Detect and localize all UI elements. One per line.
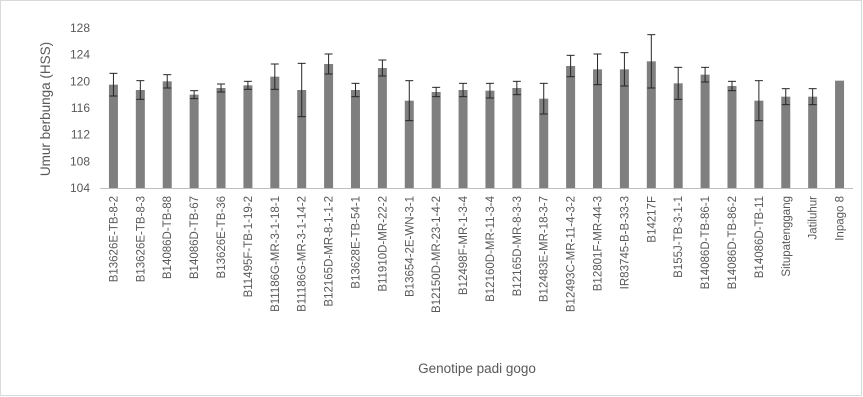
bar bbox=[135, 90, 145, 188]
bar bbox=[593, 69, 603, 188]
x-tick-label: B14086D-TB-86-2 bbox=[727, 196, 739, 289]
x-tick-label: B13626E-TB-36 bbox=[216, 196, 228, 278]
y-axis-title: Umur berbunga (HSS) bbox=[38, 42, 53, 176]
x-tick-label: Jatiluhur bbox=[808, 196, 820, 240]
bar bbox=[350, 90, 360, 188]
x-tick-label: Situpatenggang bbox=[781, 196, 793, 277]
x-tick-label: B11495F-TB-1-19-2 bbox=[243, 196, 255, 297]
x-tick-label: B155J-TB-3-1-1 bbox=[673, 196, 685, 278]
bar bbox=[270, 76, 280, 188]
bar bbox=[324, 64, 334, 188]
y-tick-label: 128 bbox=[70, 21, 90, 35]
bar bbox=[216, 88, 226, 188]
x-tick-label: B14217F bbox=[646, 196, 658, 243]
y-tick-label: 116 bbox=[71, 101, 90, 115]
x-tick-label: B13654-2E-WN-3-1 bbox=[404, 196, 416, 297]
x-tick-label: IR83745-B-B-33-3 bbox=[619, 196, 631, 289]
x-tick-label: B13626E-TB-8-3 bbox=[135, 196, 147, 282]
bar bbox=[404, 100, 414, 188]
bar bbox=[108, 84, 118, 188]
x-axis: B13626E-TB-8-2 B13626E-TB-8-3 B14086D-TB-8… bbox=[100, 188, 853, 313]
x-tick-label: B12498F-MR-1-3-4 bbox=[458, 195, 470, 295]
x-tick-label: B12483E-MR-18-3-7 bbox=[539, 196, 551, 302]
bar bbox=[243, 85, 253, 188]
y-tick-label: 108 bbox=[70, 154, 90, 168]
bar bbox=[431, 92, 441, 188]
bar bbox=[727, 86, 737, 188]
x-tick-label: B14086D-TB-88 bbox=[162, 196, 174, 279]
y-tick-label: 104 bbox=[70, 181, 90, 195]
y-axis: 104 108 112 116 120 124 128 bbox=[70, 21, 90, 195]
x-tick-label: B13626E-TB-8-2 bbox=[108, 196, 120, 282]
bar bbox=[162, 81, 172, 188]
bar bbox=[781, 96, 791, 188]
bar bbox=[646, 61, 656, 189]
x-tick-label: B11186G-MR-3-1-18-1 bbox=[270, 196, 282, 312]
bar bbox=[619, 69, 629, 188]
error-bars bbox=[109, 34, 817, 122]
bar bbox=[700, 74, 710, 188]
bar bbox=[485, 90, 495, 188]
x-tick-label: B12150D-MR-23-1-4-2 bbox=[431, 196, 443, 313]
x-tick-label: B12160D-MR-11-3-4 bbox=[485, 195, 497, 301]
x-tick-label: B11910D-MR-22-2 bbox=[377, 196, 389, 292]
bar bbox=[754, 100, 764, 188]
bars bbox=[108, 61, 845, 189]
bar bbox=[673, 83, 683, 188]
x-axis-title: Genotipe padi gogo bbox=[418, 361, 536, 376]
bar bbox=[458, 90, 468, 188]
x-tick-label: B12165D-MR-8-3-3 bbox=[512, 196, 524, 296]
bar bbox=[297, 90, 307, 188]
bar bbox=[189, 94, 199, 188]
x-tick-label: B14086D-TB-11 bbox=[754, 196, 766, 278]
bar bbox=[835, 80, 845, 188]
x-tick-label: B13628E-TB-54-1 bbox=[350, 196, 362, 289]
x-tick-label: B14086D-TB-86-1 bbox=[700, 196, 712, 289]
x-tick-label: B11186G-MR-3-1-14-2 bbox=[297, 196, 309, 312]
bar bbox=[808, 96, 818, 188]
bar bbox=[512, 88, 522, 188]
bar bbox=[566, 66, 576, 188]
x-tick-label: B12801F-MR-44-3 bbox=[593, 196, 605, 291]
x-tick-label: Inpago 8 bbox=[835, 196, 847, 241]
x-tick-label: B12165D-MR-8-1-1-2 bbox=[324, 196, 336, 307]
x-tick-label: B12493C-MR-11-4-3-2 bbox=[566, 196, 578, 312]
x-tick-label: B14086D-TB-67 bbox=[189, 196, 201, 279]
bar bbox=[539, 98, 549, 188]
y-tick-label: 120 bbox=[70, 74, 90, 88]
y-tick-label: 124 bbox=[70, 48, 90, 62]
y-tick-label: 112 bbox=[71, 128, 90, 142]
bar bbox=[377, 68, 387, 188]
